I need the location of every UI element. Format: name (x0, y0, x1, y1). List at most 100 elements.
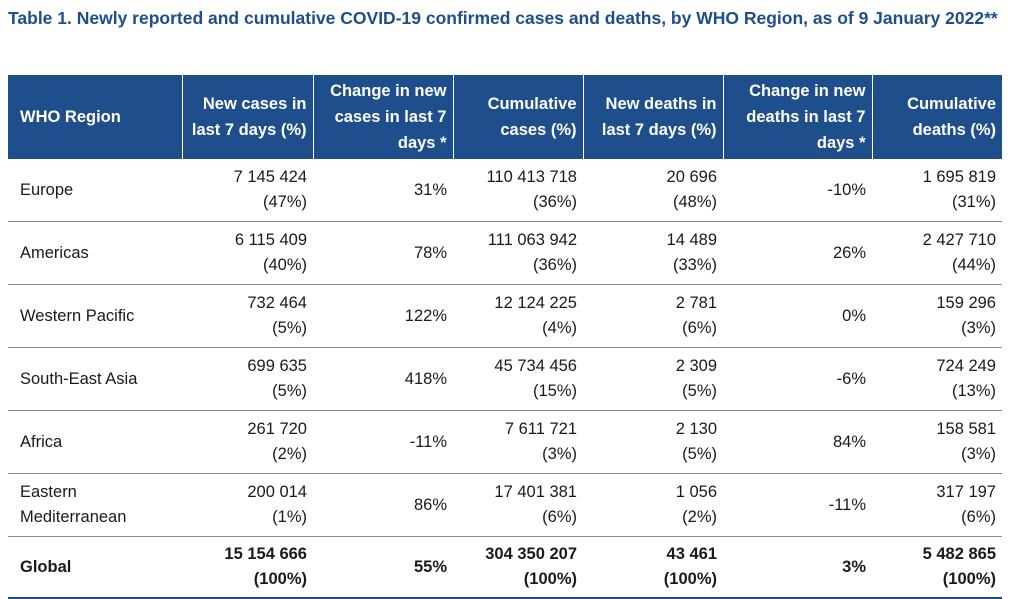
total-row: Global 15 154 666 (100%) 55% 304 350 207 (… (8, 536, 1002, 599)
change-cases-cell: 86% (313, 473, 453, 537)
cumulative-deaths-pct: (3%) (961, 319, 996, 337)
region-name: Europe (8, 159, 182, 222)
header-cumulative-deaths: Cumulative deaths (%) (871, 75, 1002, 159)
cumulative-cases-cell: 110 413 718 (36%) (453, 159, 583, 222)
cumulative-deaths-pct: (6%) (961, 508, 996, 526)
new-deaths-cell: 14 489 (33%) (583, 221, 723, 285)
cumulative-deaths-pct: (31%) (951, 193, 996, 211)
new-deaths-cell: 20 696 (48%) (583, 159, 723, 222)
new-deaths-pct: (2%) (682, 508, 717, 526)
cumulative-deaths-cell: 158 581 (3%) (872, 410, 1002, 474)
new-deaths-pct: (100%) (663, 570, 717, 588)
header-new-cases: New cases in last 7 days (%) (181, 75, 313, 159)
header-row: WHO Region New cases in last 7 days (%) … (8, 75, 1002, 159)
change-cases-cell: -11% (313, 410, 453, 474)
new-cases-cell: 261 720 (2%) (182, 410, 313, 474)
cumulative-deaths-cell: 5 482 865 (100%) (872, 536, 1002, 599)
cumulative-cases-pct: (6%) (542, 508, 577, 526)
new-deaths-value: 14 489 (666, 231, 717, 249)
cumulative-deaths-cell: 317 197 (6%) (872, 473, 1002, 537)
new-cases-value: 15 154 666 (224, 545, 307, 563)
header-change-cases: Change in new cases in last 7 days * (312, 75, 453, 159)
cumulative-cases-pct: (3%) (542, 445, 577, 463)
cumulative-deaths-cell: 159 296 (3%) (872, 284, 1002, 348)
region-name: Eastern Mediterranean (8, 473, 182, 537)
cumulative-cases-cell: 12 124 225 (4%) (453, 284, 583, 348)
cumulative-cases-pct: (36%) (532, 256, 577, 274)
header-new-deaths: New deaths in last 7 days (%) (582, 75, 723, 159)
cumulative-deaths-value: 159 296 (936, 294, 996, 312)
cumulative-cases-pct: (4%) (542, 319, 577, 337)
new-deaths-pct: (6%) (682, 319, 717, 337)
new-deaths-value: 2 130 (675, 420, 717, 438)
region-name: Global (8, 536, 182, 599)
table-row: Western Pacific 732 464 (5%) 122% 12 124 … (8, 284, 1002, 348)
change-cases-cell: 418% (313, 347, 453, 411)
new-deaths-value: 1 056 (675, 483, 717, 501)
table-row: Eastern Mediterranean 200 014 (1%) 86% 17… (8, 473, 1002, 537)
cumulative-deaths-value: 2 427 710 (922, 231, 996, 249)
table-row: South-East Asia 699 635 (5%) 418% 45 734 … (8, 347, 1002, 411)
cumulative-cases-value: 17 401 381 (494, 483, 577, 501)
new-cases-pct: (1%) (272, 508, 307, 526)
new-deaths-value: 20 696 (666, 168, 717, 186)
new-deaths-cell: 2 130 (5%) (583, 410, 723, 474)
cumulative-cases-cell: 7 611 721 (3%) (453, 410, 583, 474)
table-row: Africa 261 720 (2%) -11% 7 611 721 (3%) 2 … (8, 410, 1002, 474)
region-name: Africa (8, 410, 182, 474)
change-cases-cell: 122% (313, 284, 453, 348)
change-deaths-cell: 3% (723, 536, 872, 599)
cumulative-deaths-pct: (44%) (951, 256, 996, 274)
new-cases-pct: (40%) (262, 256, 307, 274)
new-cases-pct: (100%) (253, 570, 307, 588)
change-deaths-cell: -6% (723, 347, 872, 411)
new-cases-value: 261 720 (247, 420, 307, 438)
header-who-region: WHO Region (8, 75, 182, 159)
new-cases-cell: 7 145 424 (47%) (182, 159, 313, 222)
new-deaths-value: 2 781 (675, 294, 717, 312)
cumulative-cases-cell: 17 401 381 (6%) (453, 473, 583, 537)
new-deaths-cell: 2 309 (5%) (583, 347, 723, 411)
header-change-deaths: Change in new deaths in last 7 days * (722, 75, 872, 159)
cumulative-cases-value: 12 124 225 (494, 294, 577, 312)
new-deaths-value: 2 309 (675, 357, 717, 375)
region-name: Western Pacific (8, 284, 182, 348)
change-deaths-cell: 84% (723, 410, 872, 474)
new-cases-cell: 200 014 (1%) (182, 473, 313, 537)
cumulative-deaths-value: 5 482 865 (922, 545, 996, 563)
new-cases-value: 732 464 (247, 294, 307, 312)
region-name: Americas (8, 221, 182, 285)
change-deaths-cell: -10% (723, 159, 872, 222)
new-deaths-pct: (48%) (672, 193, 717, 211)
covid-region-table: WHO Region New cases in last 7 days (%) … (8, 75, 1002, 599)
new-cases-value: 7 145 424 (233, 168, 307, 186)
cumulative-cases-cell: 45 734 456 (15%) (453, 347, 583, 411)
cumulative-cases-pct: (100%) (523, 570, 577, 588)
cumulative-cases-value: 110 413 718 (486, 168, 577, 186)
change-cases-cell: 78% (313, 221, 453, 285)
new-cases-value: 6 115 409 (234, 231, 307, 249)
new-deaths-pct: (5%) (682, 445, 717, 463)
new-cases-cell: 699 635 (5%) (182, 347, 313, 411)
cumulative-deaths-cell: 1 695 819 (31%) (872, 159, 1002, 222)
change-deaths-cell: -11% (723, 473, 872, 537)
cumulative-deaths-cell: 724 249 (13%) (872, 347, 1002, 411)
new-cases-pct: (5%) (272, 382, 307, 400)
cumulative-deaths-value: 158 581 (936, 420, 996, 438)
new-deaths-pct: (33%) (672, 256, 717, 274)
change-cases-cell: 31% (313, 159, 453, 222)
header-cumulative-cases: Cumulative cases (%) (452, 75, 583, 159)
table-caption: Table 1. Newly reported and cumulative C… (8, 8, 998, 28)
change-deaths-cell: 0% (723, 284, 872, 348)
cumulative-deaths-pct: (3%) (961, 445, 996, 463)
cumulative-cases-value: 7 611 721 (504, 420, 577, 438)
cumulative-deaths-value: 724 249 (936, 357, 996, 375)
change-deaths-cell: 26% (723, 221, 872, 285)
cumulative-cases-pct: (15%) (532, 382, 577, 400)
new-deaths-cell: 1 056 (2%) (583, 473, 723, 537)
cumulative-deaths-pct: (13%) (951, 382, 996, 400)
new-cases-value: 699 635 (247, 357, 307, 375)
new-cases-cell: 15 154 666 (100%) (182, 536, 313, 599)
new-cases-value: 200 014 (247, 483, 307, 501)
table-row: Europe 7 145 424 (47%) 31% 110 413 718 (36… (8, 159, 1002, 222)
